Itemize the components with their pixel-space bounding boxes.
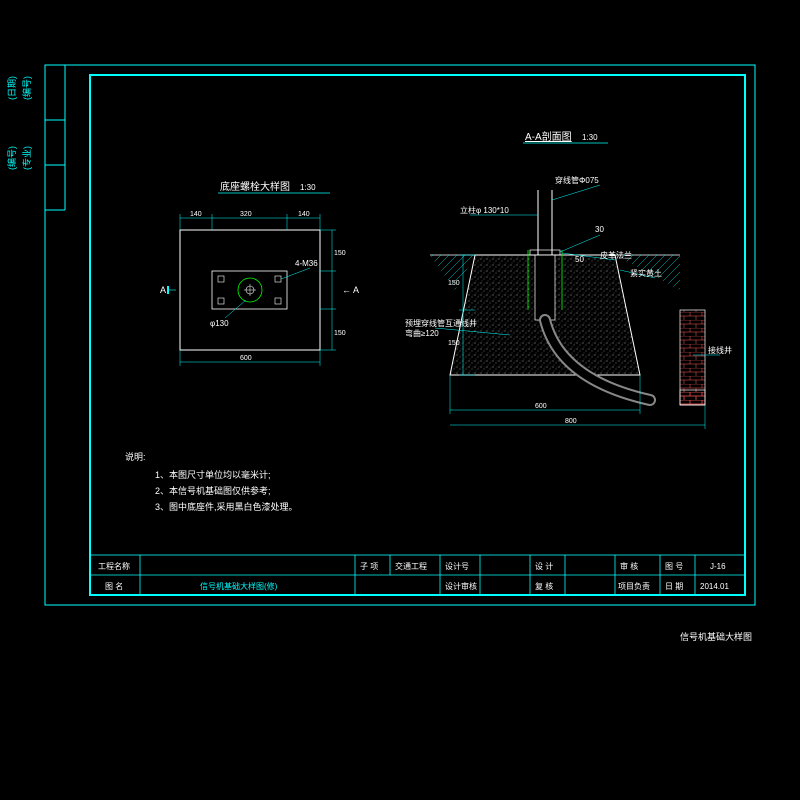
svg-text:工程名称: 工程名称 — [98, 561, 130, 571]
svg-text:150: 150 — [448, 340, 460, 347]
svg-text:穿线管Φ075: 穿线管Φ075 — [555, 175, 599, 185]
svg-text:复 核: 复 核 — [535, 581, 553, 591]
svg-text:140: 140 — [190, 211, 202, 218]
svg-text:800: 800 — [565, 418, 577, 425]
svg-text:审 核: 审 核 — [620, 561, 638, 571]
note-2: 2、本信号机基础图仅供参考; — [155, 485, 271, 496]
svg-text:(专业): (专业) — [21, 146, 32, 170]
svg-text:皮革法兰: 皮革法兰 — [600, 250, 632, 260]
cad-drawing: (日期) (编号) (编号) (专业) 底座螺栓大样图 1:30 — [0, 0, 800, 800]
svg-text:4-M36: 4-M36 — [295, 259, 318, 268]
notes-header: 说明: — [125, 451, 146, 462]
plan-title: 底座螺栓大样图 — [220, 180, 290, 193]
svg-text:接线井: 接线井 — [708, 345, 732, 355]
svg-text:立柱φ 130*10: 立柱φ 130*10 — [460, 205, 509, 215]
svg-text:← A: ← A — [342, 285, 359, 295]
svg-text:设计审核: 设计审核 — [445, 581, 477, 591]
svg-text:φ130: φ130 — [210, 319, 229, 328]
svg-text:A: A — [160, 285, 166, 295]
plan-scale: 1:30 — [300, 183, 316, 192]
svg-text:150: 150 — [334, 330, 346, 337]
svg-text:600: 600 — [240, 355, 252, 362]
svg-text:日 期: 日 期 — [665, 582, 683, 591]
svg-text:50: 50 — [575, 255, 584, 264]
svg-text:150: 150 — [448, 280, 460, 287]
outer-frame — [45, 65, 755, 605]
svg-text:子 项: 子 项 — [360, 562, 378, 571]
svg-text:(编号): (编号) — [21, 76, 32, 100]
section-title: A-A剖面图 — [525, 130, 572, 143]
note-3: 3、图中底座件,采用黑白色漆处理。 — [155, 501, 298, 512]
title-block-text: 工程名称 子 项 交通工程 设计号 设 计 审 核 图 号 J-16 图 名 信… — [98, 561, 729, 591]
svg-text:预埋穿线管互通线井: 预埋穿线管互通线井 — [405, 318, 477, 328]
svg-text:图 名: 图 名 — [105, 581, 123, 591]
svg-text:交通工程: 交通工程 — [395, 561, 427, 571]
svg-text:项目负责: 项目负责 — [618, 581, 650, 591]
svg-text:弯曲≥120: 弯曲≥120 — [405, 328, 439, 338]
svg-text:设计号: 设计号 — [445, 561, 469, 571]
section-view: A-A剖面图 1:30 穿线管Φ075 立柱φ 130*10 — [405, 130, 732, 429]
notes: 说明: 1、本图尺寸单位均以毫米计; 2、本信号机基础图仅供参考; 3、图中底座… — [125, 451, 298, 512]
footer-text: 信号机基础大样图 — [680, 631, 752, 642]
note-1: 1、本图尺寸单位均以毫米计; — [155, 469, 271, 480]
svg-text:140: 140 — [298, 211, 310, 218]
svg-text:设 计: 设 计 — [535, 561, 553, 571]
svg-text:J-16: J-16 — [710, 562, 726, 571]
svg-text:150: 150 — [334, 250, 346, 257]
svg-text:紧实黄土: 紧实黄土 — [630, 268, 662, 278]
svg-text:(编号): (编号) — [6, 146, 17, 170]
svg-text:(日期): (日期) — [7, 76, 17, 100]
side-labels: (日期) (编号) (编号) (专业) — [6, 76, 32, 170]
svg-text:320: 320 — [240, 211, 252, 218]
svg-text:1:30: 1:30 — [582, 133, 598, 142]
plan-view: 底座螺栓大样图 1:30 140 320 140 — [160, 180, 359, 366]
svg-text:2014.01: 2014.01 — [700, 582, 729, 591]
svg-text:信号机基础大样图(修): 信号机基础大样图(修) — [200, 581, 278, 591]
svg-text:30: 30 — [595, 225, 604, 234]
svg-text:图 号: 图 号 — [665, 562, 683, 571]
svg-text:600: 600 — [535, 403, 547, 410]
